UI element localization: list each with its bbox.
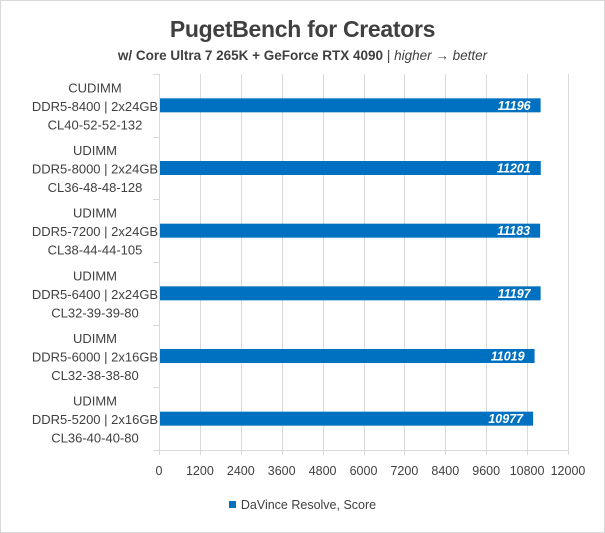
category-label-line: CUDIMM [68,80,121,95]
x-tick-label: 4800 [309,464,337,478]
x-tick-label: 12000 [551,464,586,478]
legend-swatch [228,501,236,508]
category-label-line: CL40-52-52-132 [48,117,143,132]
data-label: 10977 [488,412,524,426]
category-label-line: CL32-39-39-80 [51,305,138,320]
chart-title: PugetBench for Creators [169,16,436,42]
category-label-line: UDIMM [73,206,117,221]
data-label: 11197 [498,287,532,301]
chart-subtitle: w/ Core Ultra 7 265K + GeForce RTX 4090 … [0,48,605,63]
category-label: UDIMM DDR5-6000 | 2x16GB CL32-38-38-80 [32,331,158,383]
category-label: UDIMM DDR5-6400 | 2x24GB CL32-39-39-80 [32,268,158,320]
category-label-line: CL36-40-40-80 [51,431,138,446]
category-label-line: CL38-44-44-105 [48,243,143,258]
bar [160,286,541,301]
data-label: 11201 [497,162,531,176]
legend: DaVince Resolve, Score [0,498,605,512]
bar [160,98,541,113]
category-label-line: CL32-38-38-80 [51,368,138,383]
x-tick-label: 6000 [350,464,378,478]
subtitle-separator: | [383,48,395,63]
subtitle-direction: higher → better [394,48,488,63]
category-label: UDIMM DDR5-5200 | 2x16GB CL36-40-40-80 [32,394,158,446]
category-label: UDIMM DDR5-7200 | 2x24GB CL38-44-44-105 [32,206,158,258]
category-label-line: UDIMM [73,394,117,409]
x-tick-label: 0 [156,464,163,478]
category-label: CUDIMM DDR5-8400 | 2x24GB CL40-52-52-132 [32,80,158,132]
bar [160,349,535,363]
category-label-line: DDR5-6400 | 2x24GB [32,287,158,302]
category-label-line: UDIMM [73,143,117,158]
data-label: 11196 [498,99,532,113]
category-label-line: CL36-48-48-128 [48,180,143,195]
x-tick-label: 7200 [390,464,418,478]
x-tick-label: 2400 [227,464,255,478]
legend-label: DaVince Resolve, Score [240,498,377,512]
category-label-line: DDR5-6000 | 2x16GB [32,350,158,365]
category-label-line: DDR5-8000 | 2x24GB [32,162,158,177]
data-label: 11019 [491,350,525,364]
bar [160,161,541,175]
bar [160,223,541,238]
bar [160,411,534,426]
category-label-line: UDIMM [73,268,117,283]
category-label-line: DDR5-5200 | 2x16GB [32,412,158,427]
x-tick-label: 8400 [431,464,459,478]
data-label: 11183 [497,224,530,238]
x-tick-label: 1200 [186,464,214,478]
category-label-line: DDR5-8400 | 2x24GB [32,99,158,114]
x-tick-label: 3600 [268,464,296,478]
category-label-line: DDR5-7200 | 2x24GB [32,224,158,239]
subtitle-config: w/ Core Ultra 7 265K + GeForce RTX 4090 [117,48,384,63]
category-label: UDIMM DDR5-8000 | 2x24GB CL36-48-48-128 [32,143,158,195]
category-label-line: UDIMM [73,331,117,346]
x-tick-label: 10800 [510,464,545,478]
x-tick-label: 9600 [472,464,500,478]
